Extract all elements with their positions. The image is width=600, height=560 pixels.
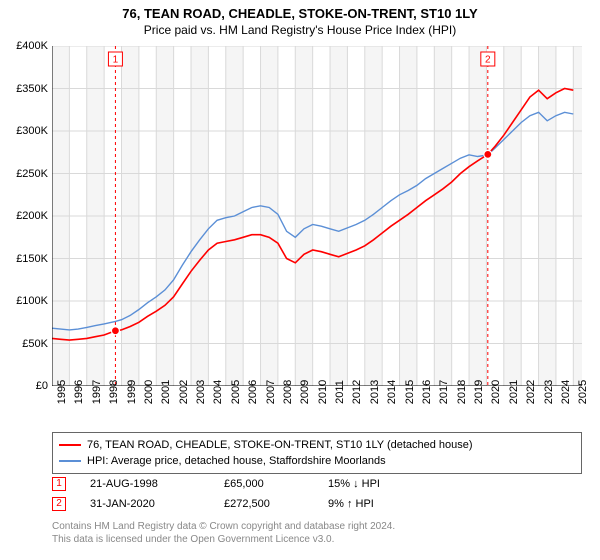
y-axis-label: £400K xyxy=(0,40,48,52)
legend-row: 76, TEAN ROAD, CHEADLE, STOKE-ON-TRENT, … xyxy=(59,437,575,453)
marker-price: £272,500 xyxy=(224,494,304,514)
y-axis-label: £350K xyxy=(0,83,48,95)
marker-row: 2 31-JAN-2020 £272,500 9% ↑ HPI xyxy=(52,494,582,514)
x-axis-label: 2007 xyxy=(265,380,277,404)
legend-label: HPI: Average price, detached house, Staf… xyxy=(87,453,386,469)
marker-date: 21-AUG-1998 xyxy=(90,474,200,494)
chart-svg: 12 xyxy=(52,46,582,386)
x-axis-label: 2025 xyxy=(577,380,589,404)
x-axis-label: 2011 xyxy=(334,380,346,404)
x-axis-label: 1998 xyxy=(108,380,120,404)
x-axis-label: 2015 xyxy=(404,380,416,404)
y-axis-label: £250K xyxy=(0,168,48,180)
marker-date: 31-JAN-2020 xyxy=(90,494,200,514)
x-axis-label: 2021 xyxy=(508,380,520,404)
legend-swatch-icon xyxy=(59,460,81,462)
x-axis-label: 1997 xyxy=(91,380,103,404)
footer: Contains HM Land Registry data © Crown c… xyxy=(52,520,582,546)
svg-text:2: 2 xyxy=(485,55,491,66)
x-axis-label: 2003 xyxy=(195,380,207,404)
x-axis-label: 2024 xyxy=(560,380,572,404)
footer-line: This data is licensed under the Open Gov… xyxy=(52,533,582,546)
legend-swatch-icon xyxy=(59,444,81,446)
x-axis-label: 2022 xyxy=(525,380,537,404)
x-axis-label: 2017 xyxy=(438,380,450,404)
x-axis-label: 1996 xyxy=(73,380,85,404)
x-axis-label: 2004 xyxy=(212,380,224,404)
y-axis-label: £150K xyxy=(0,253,48,265)
x-axis-label: 2001 xyxy=(160,380,172,404)
marker-delta: 9% ↑ HPI xyxy=(328,494,428,514)
legend-row: HPI: Average price, detached house, Staf… xyxy=(59,453,575,469)
x-axis-label: 2008 xyxy=(282,380,294,404)
footer-line: Contains HM Land Registry data © Crown c… xyxy=(52,520,582,533)
chart-subtitle: Price paid vs. HM Land Registry's House … xyxy=(0,21,600,37)
x-axis-label: 2020 xyxy=(490,380,502,404)
marker-badge: 1 xyxy=(52,477,66,491)
x-axis-label: 1995 xyxy=(56,380,68,404)
x-axis-label: 2014 xyxy=(386,380,398,404)
marker-badge: 2 xyxy=(52,497,66,511)
x-axis-label: 2002 xyxy=(178,380,190,404)
x-axis-label: 2012 xyxy=(351,380,363,404)
x-axis-label: 2023 xyxy=(543,380,555,404)
x-axis-label: 2000 xyxy=(143,380,155,404)
legend-label: 76, TEAN ROAD, CHEADLE, STOKE-ON-TRENT, … xyxy=(87,437,473,453)
marker-row: 1 21-AUG-1998 £65,000 15% ↓ HPI xyxy=(52,474,582,494)
x-axis-label: 2013 xyxy=(369,380,381,404)
chart-container: 76, TEAN ROAD, CHEADLE, STOKE-ON-TRENT, … xyxy=(0,0,600,560)
marker-table: 1 21-AUG-1998 £65,000 15% ↓ HPI 2 31-JAN… xyxy=(52,474,582,514)
y-axis-label: £300K xyxy=(0,125,48,137)
legend-box: 76, TEAN ROAD, CHEADLE, STOKE-ON-TRENT, … xyxy=(52,432,582,474)
x-axis-label: 2005 xyxy=(230,380,242,404)
x-axis-label: 2016 xyxy=(421,380,433,404)
y-axis-label: £200K xyxy=(0,210,48,222)
x-axis-label: 2010 xyxy=(317,380,329,404)
svg-text:1: 1 xyxy=(113,55,119,66)
chart-area: 12 £0£50K£100K£150K£200K£250K£300K£350K£… xyxy=(52,46,582,386)
y-axis-label: £100K xyxy=(0,295,48,307)
y-axis-label: £50K xyxy=(0,338,48,350)
x-axis-label: 2018 xyxy=(456,380,468,404)
x-axis-label: 2009 xyxy=(299,380,311,404)
x-axis-label: 1999 xyxy=(126,380,138,404)
y-axis-label: £0 xyxy=(0,380,48,392)
x-axis-label: 2019 xyxy=(473,380,485,404)
chart-title: 76, TEAN ROAD, CHEADLE, STOKE-ON-TRENT, … xyxy=(0,0,600,21)
marker-delta: 15% ↓ HPI xyxy=(328,474,428,494)
marker-price: £65,000 xyxy=(224,474,304,494)
x-axis-label: 2006 xyxy=(247,380,259,404)
